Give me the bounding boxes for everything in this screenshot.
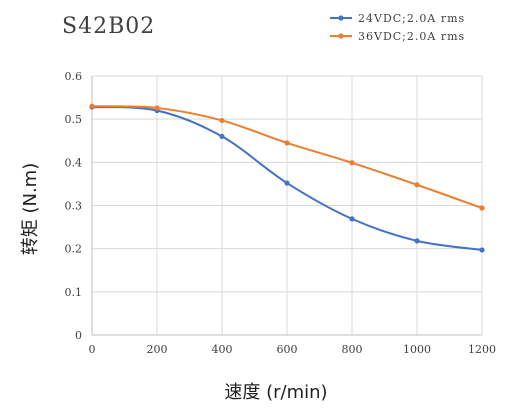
series-2-point [349,160,355,166]
x-tick-label: 1000 [403,343,431,356]
series-1-point [219,133,225,140]
x-tick-label: 0 [89,343,96,356]
legend-swatch-marker [338,33,344,39]
series-1-point [479,247,485,253]
chart-title: S42B02 [62,14,155,39]
series-2-point [89,103,95,109]
series-lines [89,103,485,253]
y-tick-label: 0.4 [65,156,83,169]
y-tick-label: 0.5 [65,113,83,126]
legend: 24VDC;2.0A rms 36VDC;2.0A rms [330,12,465,43]
series-2-point [154,105,160,111]
y-tick-label: 0.3 [65,200,83,213]
series-2-point [414,182,420,188]
y-axis-label: 转矩 (N.m) [20,163,41,256]
y-tick-label: 0.2 [65,243,83,256]
series-1-point [349,216,355,222]
series-1-point [284,180,290,186]
x-tick-label: 1200 [468,343,496,356]
series-2-point [219,117,225,124]
legend-label: 36VDC;2.0A rms [358,30,465,43]
x-tick-label: 600 [277,343,298,356]
y-tick-label: 0.6 [65,70,83,83]
x-tick-label: 200 [147,343,168,356]
grid-lines [91,75,483,336]
tick-labels: 0 200 400 600 800 1000 1200 0 0.1 0.2 0.3 0.4 0.5 0.6 [65,70,497,356]
legend-label: 24VDC;2.0A rms [358,12,465,25]
series-1-point [414,238,420,244]
x-tick-label: 400 [212,343,233,356]
x-tick-label: 800 [342,343,363,356]
y-tick-label: 0 [75,329,82,342]
y-tick-label: 0.1 [65,286,83,299]
axes [91,76,482,336]
x-axis-label: 速度 (r/min) [224,382,327,403]
series-2-point [284,140,290,146]
legend-swatch-marker [338,15,344,21]
series-2-point [479,205,485,211]
